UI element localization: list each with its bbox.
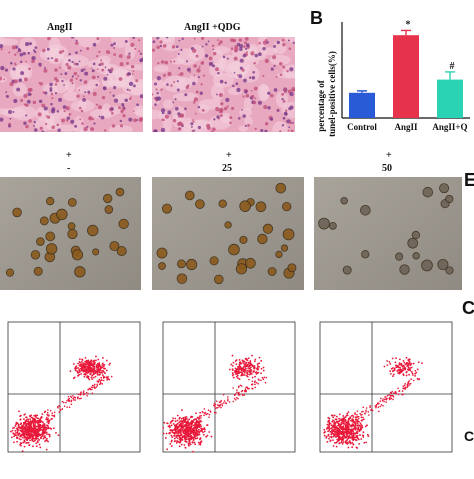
micro-image-3	[314, 177, 462, 290]
bar-chart: percentage of tunel-positive cells(%) Co…	[316, 19, 470, 137]
micro-image-1	[0, 177, 141, 290]
flow-plot-1	[0, 318, 150, 474]
row2-mark-bottom-1: -	[67, 163, 71, 174]
bar-angii	[393, 35, 419, 119]
y-axis-label-line1: percentage of	[316, 79, 326, 132]
he-label-angii: AngII	[47, 22, 73, 33]
flow-plot-2	[155, 318, 305, 474]
panel-letter-e: E	[464, 170, 474, 190]
micro-image-2	[152, 177, 304, 290]
x-tick-label: AngII+Q	[432, 122, 467, 132]
significance-mark: #	[450, 61, 455, 72]
bar-control	[349, 92, 375, 118]
error-bar	[401, 29, 411, 36]
row2-mark-bottom-2: 25	[222, 163, 232, 174]
bar-angii-q	[437, 79, 463, 118]
row2-mark-top-2: +	[226, 150, 232, 161]
error-bar	[445, 71, 455, 80]
row2-mark-bottom-3: 50	[382, 163, 392, 174]
x-tick-label: Control	[347, 122, 377, 132]
he-image-angii	[0, 37, 143, 132]
he-image-angii-qdg	[152, 37, 295, 132]
panel-letter-c-top: C	[462, 298, 474, 318]
flow-plot-3	[312, 318, 462, 474]
error-bar	[357, 90, 367, 93]
panel-letter-c-bottom: C	[464, 428, 474, 444]
x-tick-label: AngII	[394, 122, 418, 132]
row2-mark-top-3: +	[386, 150, 392, 161]
row2-mark-top-1: +	[66, 150, 72, 161]
he-label-angii-qdg: AngII +QDG	[184, 22, 241, 33]
y-axis-label-line2: tunel-positive cells(%)	[327, 51, 337, 137]
significance-mark: *	[406, 19, 411, 30]
panel-letter-b: B	[310, 8, 323, 28]
